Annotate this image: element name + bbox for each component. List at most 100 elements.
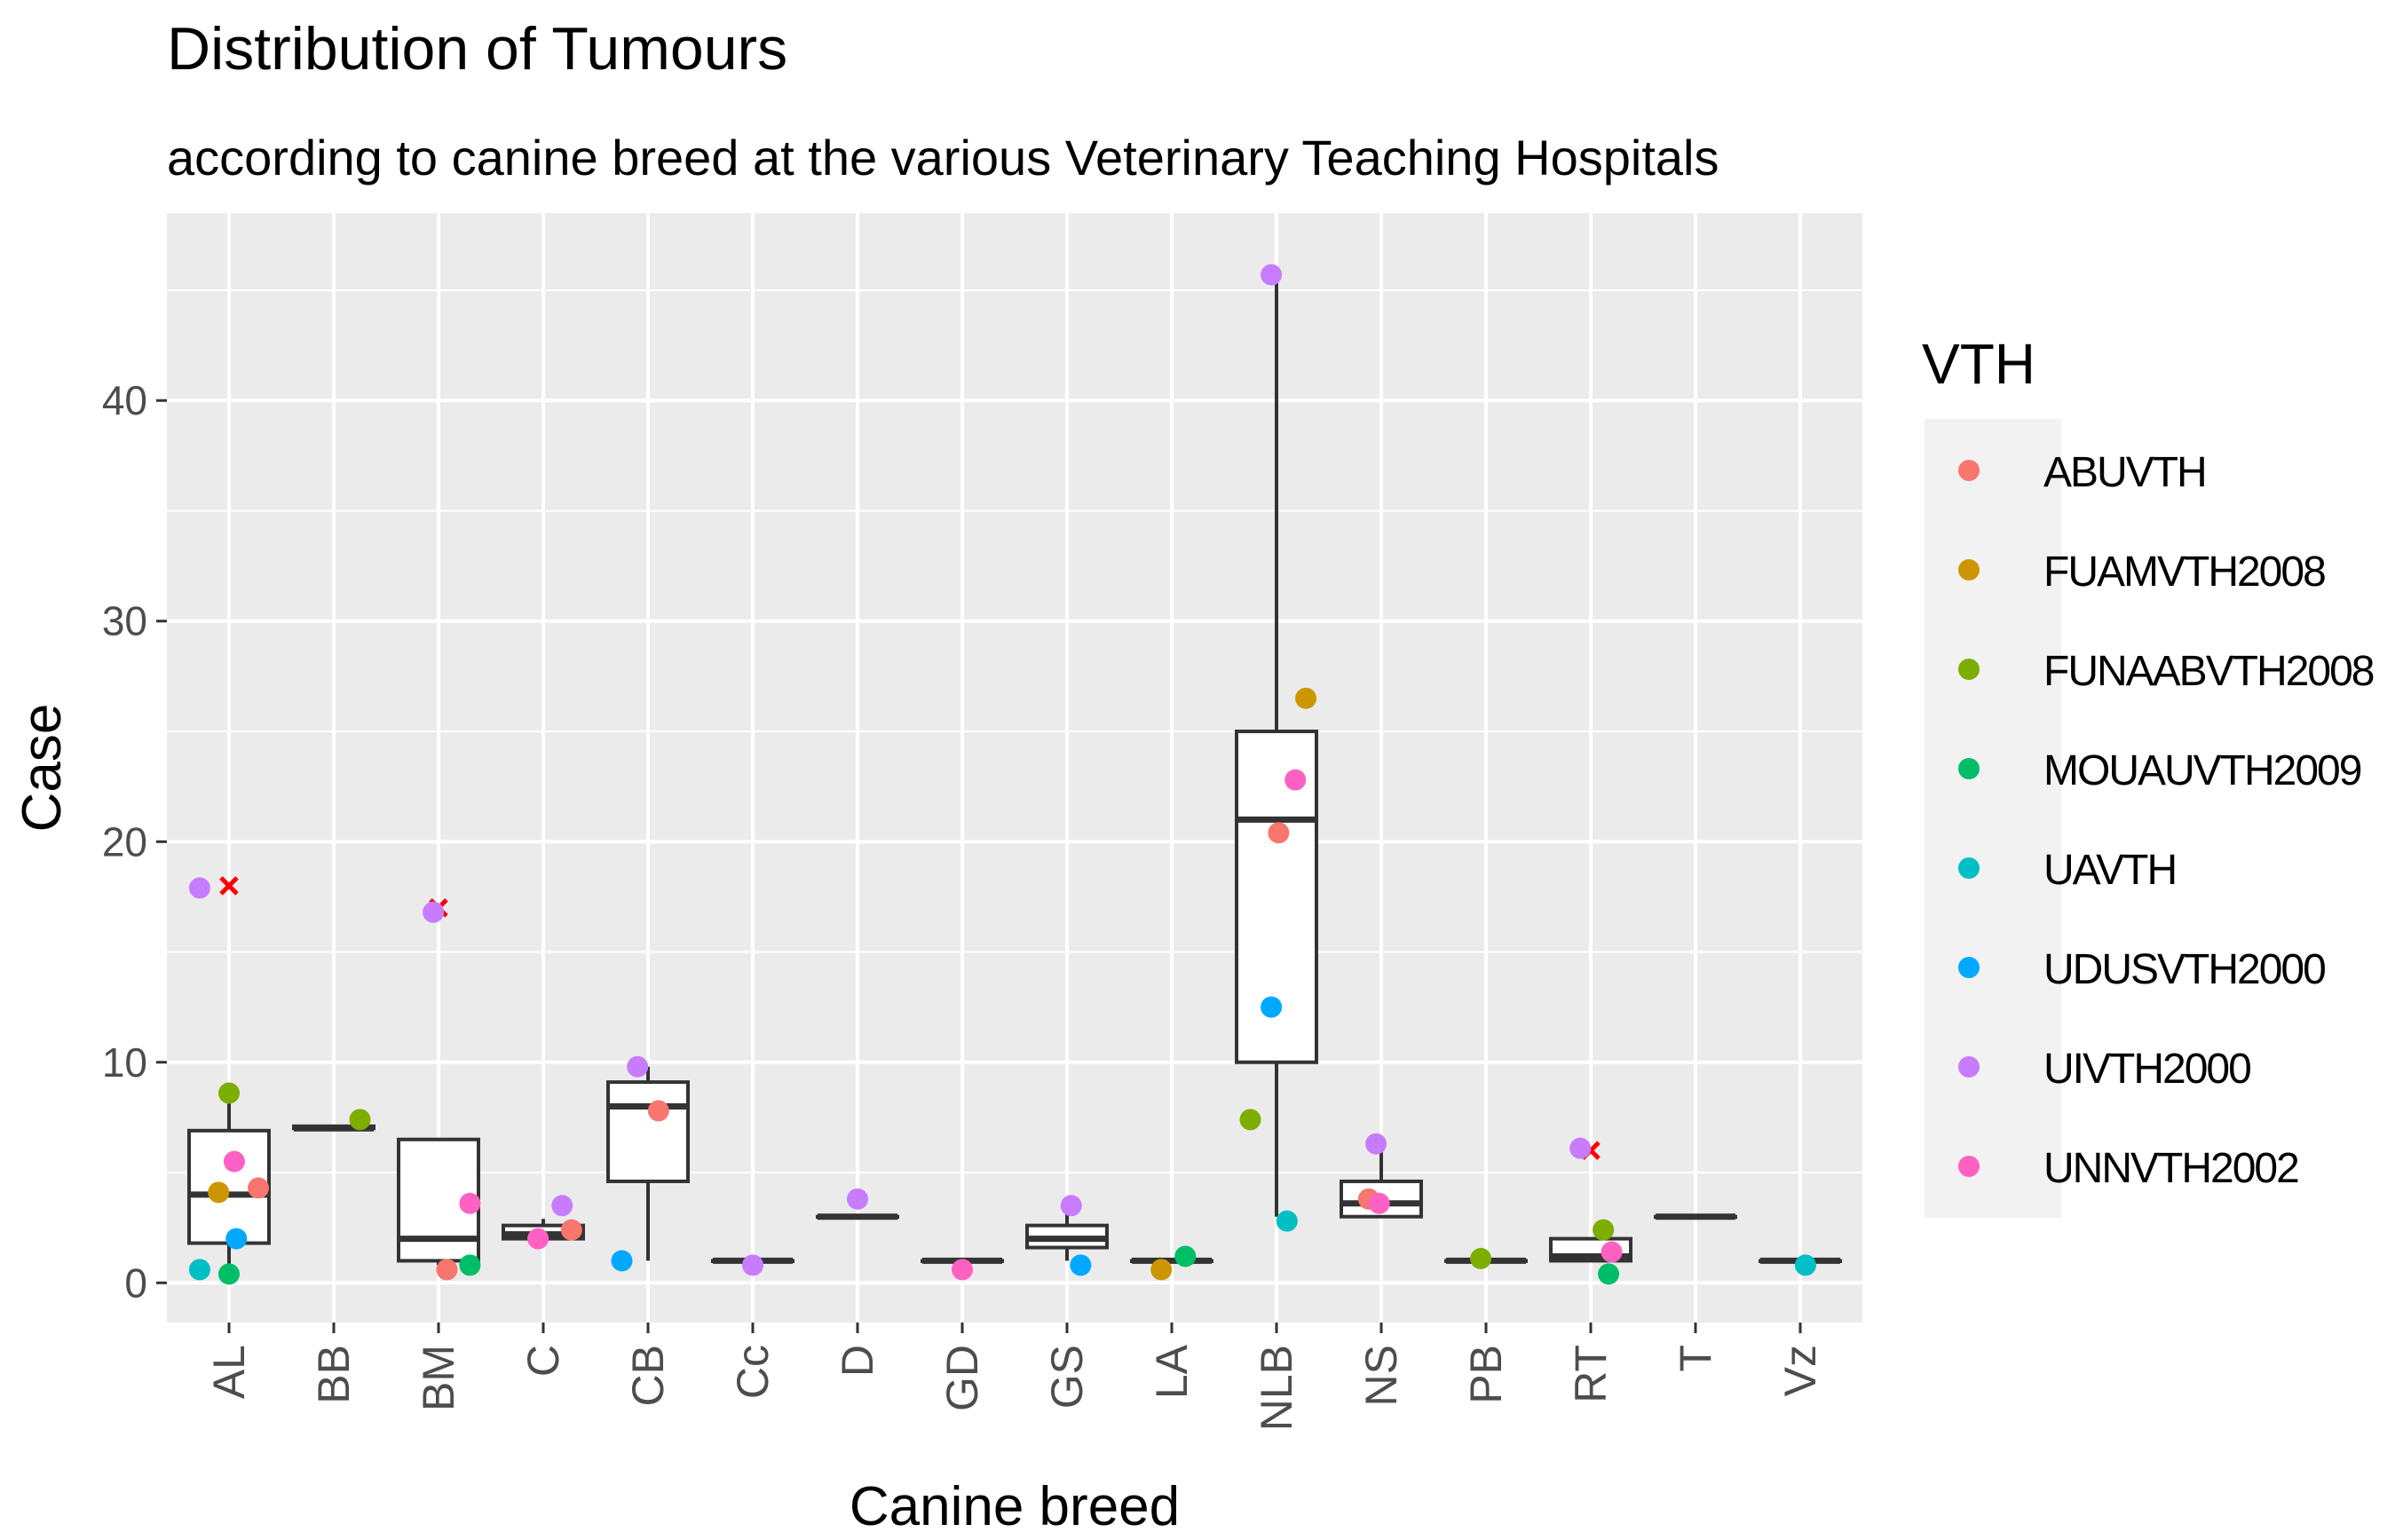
data-point bbox=[1598, 1263, 1620, 1285]
box-d bbox=[816, 1213, 899, 1220]
legend-swatch bbox=[1958, 1156, 1980, 1177]
legend-label: UNNVTH2002 bbox=[2043, 1145, 2298, 1192]
data-point bbox=[1470, 1247, 1492, 1269]
data-point bbox=[1174, 1245, 1197, 1268]
legend-swatch bbox=[1958, 857, 1980, 879]
legend-swatch bbox=[1958, 460, 1980, 481]
data-point bbox=[1794, 1254, 1816, 1276]
data-point bbox=[952, 1259, 973, 1281]
legend-label: UIVTH2000 bbox=[2043, 1046, 2250, 1093]
jitter-points-layer bbox=[188, 264, 1816, 1285]
legend-label: UDUSVTH2000 bbox=[2043, 946, 2325, 993]
x-tick-label: NLB bbox=[1252, 1345, 1301, 1431]
x-tick-label: BB bbox=[309, 1345, 359, 1404]
legend-swatch bbox=[1958, 559, 1980, 580]
plot-panel bbox=[167, 213, 1862, 1323]
series-udusvth2000 bbox=[225, 996, 1283, 1276]
data-point bbox=[742, 1254, 763, 1276]
x-axis-label: Canine breed bbox=[850, 1476, 1180, 1537]
series-fuamvth2008 bbox=[208, 687, 1317, 1281]
box-cb bbox=[606, 1066, 690, 1261]
legend-item-udusvth2000: UDUSVTH2000 bbox=[1958, 946, 2327, 993]
data-point bbox=[847, 1188, 868, 1210]
legend-swatch bbox=[1958, 659, 1980, 680]
legend-label: MOUAUVTH2009 bbox=[2043, 747, 2361, 794]
data-point bbox=[627, 1055, 649, 1078]
x-tick-label: NS bbox=[1356, 1345, 1406, 1406]
x-tick-label: AL bbox=[204, 1345, 254, 1399]
series-uivth2000 bbox=[188, 264, 1592, 1276]
legend-item-abuvth: ABUVTH bbox=[1958, 449, 2208, 496]
data-point bbox=[1368, 1192, 1390, 1214]
y-axis: 0 10 20 30 40 bbox=[102, 377, 167, 1306]
x-tick-label: GD bbox=[937, 1345, 987, 1411]
data-point bbox=[1601, 1241, 1623, 1263]
y-tick-label: 20 bbox=[102, 818, 147, 865]
legend-label: FUAMVTH2008 bbox=[2043, 549, 2325, 596]
box-gs bbox=[1025, 1205, 1109, 1261]
chart-title: Distribution of Tumours bbox=[167, 15, 787, 83]
data-point bbox=[423, 901, 445, 923]
x-tick-label: GS bbox=[1042, 1345, 1092, 1409]
data-point bbox=[208, 1181, 230, 1204]
data-point bbox=[527, 1228, 549, 1250]
x-tick-label: PB bbox=[1461, 1345, 1511, 1404]
y-tick-label: 30 bbox=[102, 598, 147, 644]
box-rt bbox=[1549, 1141, 1632, 1263]
data-point bbox=[611, 1250, 633, 1272]
legend-label: ABUVTH bbox=[2043, 449, 2206, 496]
legend-swatch bbox=[1958, 1056, 1980, 1078]
data-point bbox=[1268, 822, 1290, 844]
data-point bbox=[188, 877, 210, 899]
data-point bbox=[188, 1259, 210, 1281]
y-tick-label: 40 bbox=[102, 377, 147, 423]
data-point bbox=[225, 1228, 248, 1250]
data-point bbox=[218, 1263, 240, 1285]
data-point bbox=[1070, 1254, 1092, 1276]
legend-label: FUNAABVTH2008 bbox=[2043, 648, 2374, 695]
series-unnvth2002 bbox=[223, 769, 1623, 1281]
data-point bbox=[1593, 1219, 1615, 1241]
box-la bbox=[1130, 1257, 1213, 1264]
data-point bbox=[1060, 1195, 1082, 1217]
x-tick-label: T bbox=[1671, 1345, 1720, 1372]
y-axis-label: Case bbox=[12, 704, 73, 833]
x-tick-label: Vz bbox=[1775, 1345, 1825, 1396]
legend: VTH ABUVTH FUAMVTH2008 FUNAABVTH2008 MOUAUV… bbox=[1922, 332, 2375, 1218]
x-axis: AL BB BM C CB Cc D GD GS LA NLB NS PB RT T Vz bbox=[204, 1323, 1825, 1431]
data-point bbox=[1295, 687, 1317, 709]
x-tick-label: CB bbox=[623, 1345, 673, 1406]
legend-item-uivth2000: UIVTH2000 bbox=[1958, 1046, 2252, 1093]
box-body bbox=[606, 1080, 690, 1183]
chart-subtitle: according to canine breed at the various… bbox=[167, 130, 1719, 186]
data-point bbox=[1276, 1210, 1298, 1232]
data-point bbox=[1365, 1133, 1387, 1155]
data-point bbox=[551, 1195, 573, 1217]
data-point bbox=[1150, 1259, 1173, 1281]
series-uavth bbox=[188, 1210, 1816, 1281]
legend-item-funaabvth2008: FUNAABVTH2008 bbox=[1958, 648, 2375, 695]
legend-swatch bbox=[1958, 957, 1980, 978]
legend-swatch bbox=[1958, 758, 1980, 779]
legend-item-mouauvth2009: MOUAUVTH2009 bbox=[1958, 747, 2363, 794]
legend-title: VTH bbox=[1922, 332, 2035, 396]
x-tick-label: BM bbox=[414, 1345, 463, 1411]
y-tick-label: 10 bbox=[102, 1039, 147, 1086]
data-point bbox=[248, 1177, 270, 1199]
data-point bbox=[349, 1109, 371, 1131]
data-point bbox=[459, 1254, 481, 1276]
x-tick-label: D bbox=[833, 1345, 882, 1377]
series-funaabvth2008 bbox=[218, 1082, 1615, 1269]
box-t bbox=[1654, 1213, 1737, 1220]
y-tick-label: 0 bbox=[124, 1260, 147, 1306]
outlier-cross-stroke bbox=[219, 876, 239, 896]
legend-item-unnvth2002: UNNVTH2002 bbox=[1958, 1145, 2300, 1192]
x-tick-label: RT bbox=[1566, 1345, 1616, 1403]
legend-item-uavth: UAVTH bbox=[1958, 847, 2178, 894]
data-point bbox=[1284, 769, 1307, 791]
legend-label: UAVTH bbox=[2043, 847, 2176, 894]
legend-key-background bbox=[1925, 419, 2061, 1218]
data-point bbox=[1569, 1137, 1592, 1159]
x-tick-label: C bbox=[518, 1345, 568, 1377]
